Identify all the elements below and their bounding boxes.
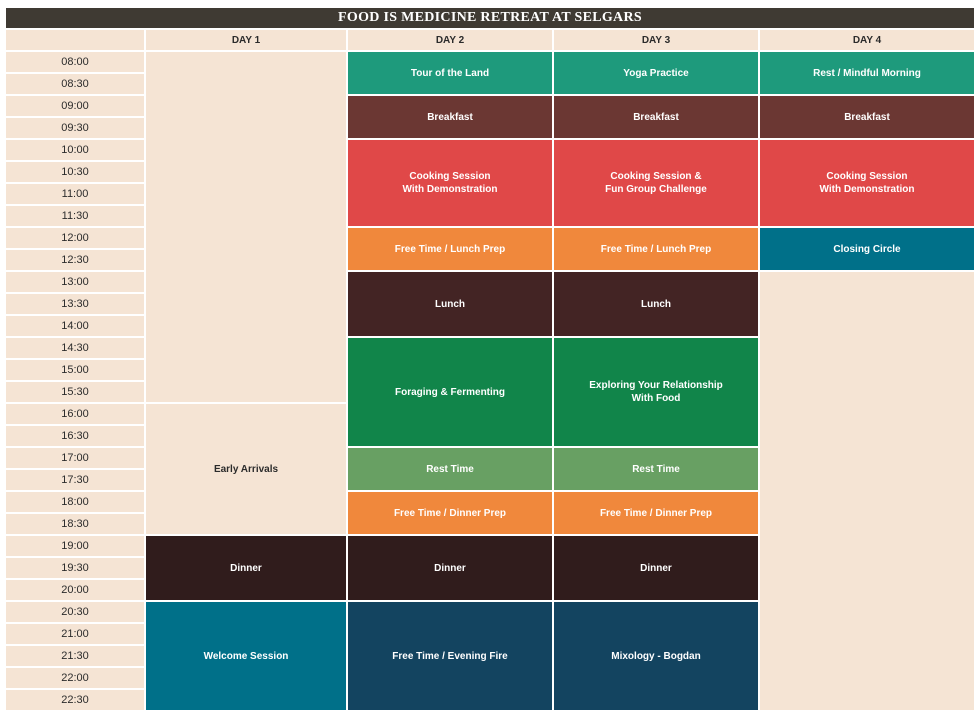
event-block: Welcome Session: [146, 602, 346, 710]
event-block: Rest Time: [554, 448, 758, 490]
event-block: Lunch: [554, 272, 758, 336]
event-block: Free Time / Dinner Prep: [554, 492, 758, 534]
event-label: Breakfast: [844, 111, 890, 123]
time-slot: 19:00: [6, 536, 144, 556]
event-block: Early Arrivals: [146, 404, 346, 534]
time-slot: 18:30: [6, 514, 144, 534]
time-slot: 22:00: [6, 668, 144, 688]
event-label: Dinner: [640, 562, 672, 574]
event-block: Mixology - Bogdan: [554, 602, 758, 710]
event-label: Dinner: [434, 562, 466, 574]
event-label: Lunch: [641, 298, 671, 310]
event-label: Free Time / Lunch Prep: [394, 243, 506, 255]
time-slot: 15:00: [6, 360, 144, 380]
time-slot: 13:30: [6, 294, 144, 314]
event-label: Rest Time: [426, 463, 474, 475]
event-label: Closing Circle: [833, 243, 901, 255]
day-header-1: DAY 1: [146, 30, 346, 50]
event-block: Free Time / Dinner Prep: [348, 492, 552, 534]
event-label: Breakfast: [427, 111, 473, 123]
event-label: Free Time / Dinner Prep: [393, 507, 507, 519]
event-label: Rest Time: [632, 463, 680, 475]
event-label: Tour of the Land: [410, 67, 490, 79]
time-slot: 19:30: [6, 558, 144, 578]
day-header-2: DAY 2: [348, 30, 552, 50]
time-slot: 18:00: [6, 492, 144, 512]
event-block: Dinner: [146, 536, 346, 600]
time-slot: 10:30: [6, 162, 144, 182]
event-label: Free Time / Lunch Prep: [600, 243, 712, 255]
event-label: Cooking Session With Demonstration: [819, 171, 915, 195]
time-slot: 16:30: [6, 426, 144, 446]
time-slot: 14:00: [6, 316, 144, 336]
day-header-4: DAY 4: [760, 30, 974, 50]
time-slot: 14:30: [6, 338, 144, 358]
time-slot: 13:00: [6, 272, 144, 292]
empty-block: [760, 272, 974, 710]
event-block: Free Time / Lunch Prep: [554, 228, 758, 270]
time-slot: 17:00: [6, 448, 144, 468]
time-slot: 17:30: [6, 470, 144, 490]
event-block: Tour of the Land: [348, 52, 552, 94]
event-block: Cooking Session & Fun Group Challenge: [554, 140, 758, 226]
day-header-3: DAY 3: [554, 30, 758, 50]
event-block: Free Time / Lunch Prep: [348, 228, 552, 270]
schedule-frame: FOOD IS MEDICINE RETREAT AT SELGARS DAY …: [6, 8, 974, 714]
event-block: Breakfast: [554, 96, 758, 138]
event-label: Dinner: [230, 562, 262, 574]
time-slot: 12:30: [6, 250, 144, 270]
time-slot: 10:00: [6, 140, 144, 160]
event-label: Welcome Session: [203, 650, 289, 662]
time-slot: 21:30: [6, 646, 144, 666]
event-block: Yoga Practice: [554, 52, 758, 94]
event-label: Free Time / Evening Fire: [392, 650, 508, 662]
event-block: Dinner: [348, 536, 552, 600]
event-label: Cooking Session & Fun Group Challenge: [605, 171, 707, 195]
time-slot: 09:00: [6, 96, 144, 116]
time-slot: 21:00: [6, 624, 144, 644]
event-block: Rest / Mindful Morning: [760, 52, 974, 94]
time-slot: 22:30: [6, 690, 144, 710]
event-label: Free Time / Dinner Prep: [599, 507, 713, 519]
time-slot: 11:00: [6, 184, 144, 204]
event-label: Yoga Practice: [623, 67, 689, 79]
time-slot: 11:30: [6, 206, 144, 226]
time-slot: 20:00: [6, 580, 144, 600]
time-slot: 15:30: [6, 382, 144, 402]
event-label: Lunch: [435, 298, 465, 310]
event-block: Closing Circle: [760, 228, 974, 270]
event-block: Cooking Session With Demonstration: [760, 140, 974, 226]
event-label: Foraging & Fermenting: [395, 386, 505, 398]
event-label: Exploring Your Relationship With Food: [589, 380, 723, 404]
event-block: Cooking Session With Demonstration: [348, 140, 552, 226]
event-block: Exploring Your Relationship With Food: [554, 338, 758, 446]
event-label: Rest / Mindful Morning: [813, 67, 921, 79]
time-slot: 08:30: [6, 74, 144, 94]
event-label: Mixology - Bogdan: [611, 650, 701, 662]
event-block: Breakfast: [760, 96, 974, 138]
time-slot: 12:00: [6, 228, 144, 248]
time-slot: 08:00: [6, 52, 144, 72]
event-block: Rest Time: [348, 448, 552, 490]
event-label: Early Arrivals: [213, 463, 279, 475]
empty-block: [146, 52, 346, 402]
event-block: Breakfast: [348, 96, 552, 138]
schedule-title: FOOD IS MEDICINE RETREAT AT SELGARS: [6, 8, 974, 28]
event-block: Free Time / Evening Fire: [348, 602, 552, 710]
event-block: Foraging & Fermenting: [348, 338, 552, 446]
time-slot: 16:00: [6, 404, 144, 424]
event-label: Cooking Session With Demonstration: [402, 171, 498, 195]
event-block: Dinner: [554, 536, 758, 600]
event-block: Lunch: [348, 272, 552, 336]
time-slot: 09:30: [6, 118, 144, 138]
event-label: Breakfast: [633, 111, 679, 123]
time-header-blank: [6, 30, 144, 50]
time-slot: 20:30: [6, 602, 144, 622]
